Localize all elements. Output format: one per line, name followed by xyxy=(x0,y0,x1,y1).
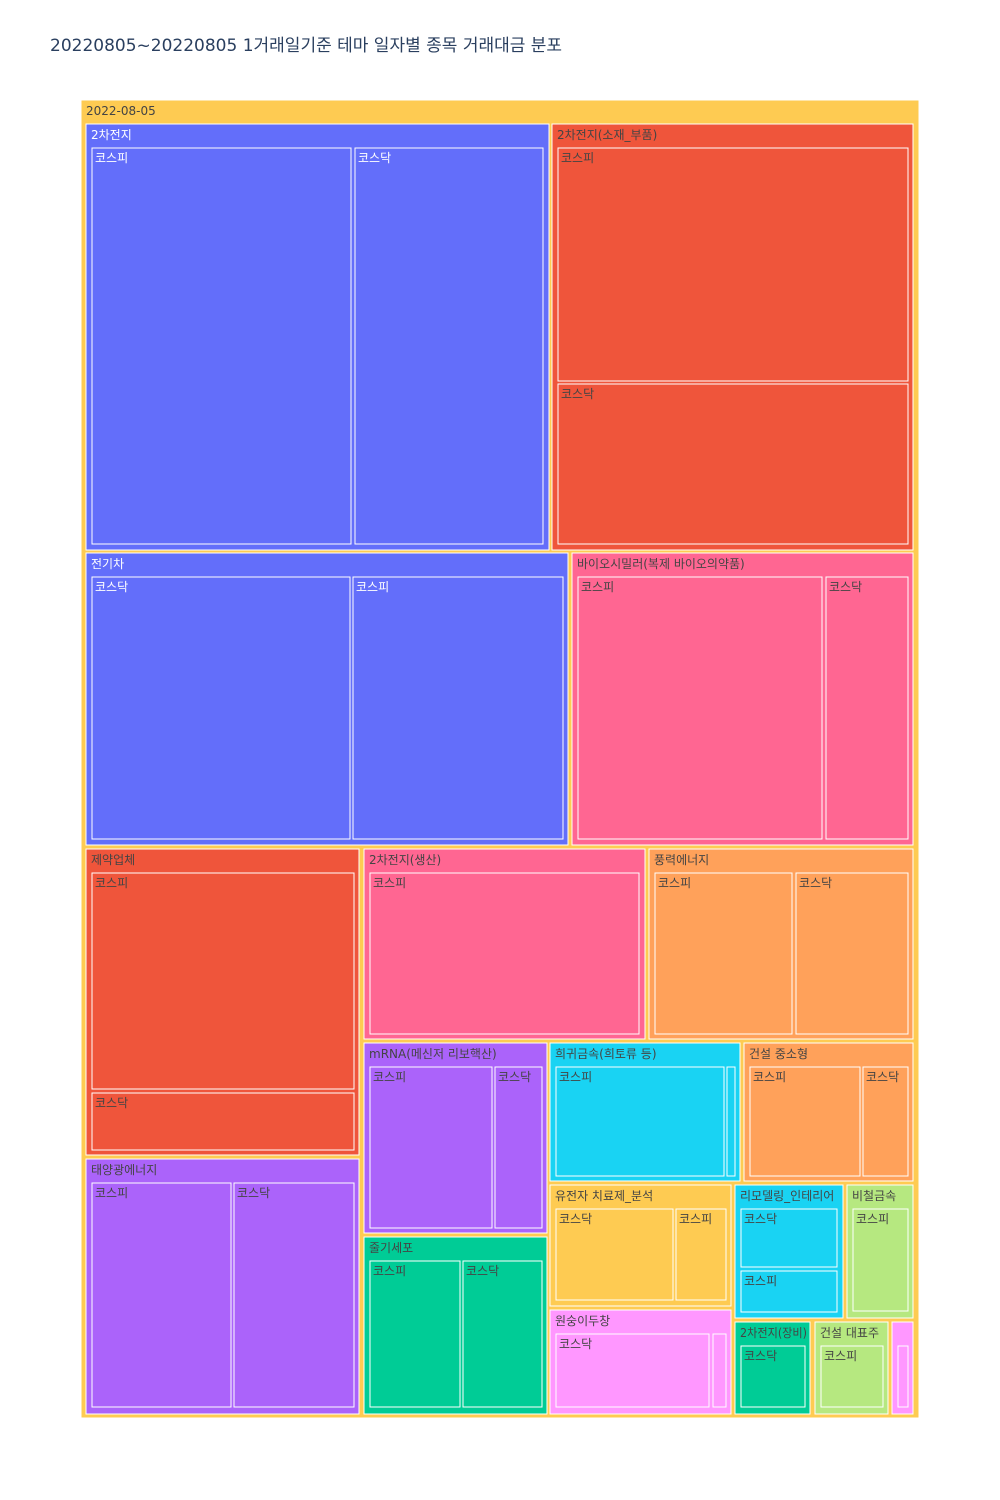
treemap-root-label: 2022-08-05 xyxy=(86,104,156,118)
treemap-leaf-label: 코스닥 xyxy=(799,876,832,890)
treemap-group-label: 건설 대표주 xyxy=(820,1326,879,1340)
treemap-group-label: 전기차 xyxy=(91,557,124,571)
treemap-leaf[interactable] xyxy=(825,576,909,840)
treemap-leaf-label: 코스닥 xyxy=(559,1212,592,1226)
treemap-group-label: 2차전지(소재_부품) xyxy=(557,128,657,142)
treemap-group-label: 2차전지 xyxy=(91,128,132,142)
treemap-leaf-label: 코스닥 xyxy=(866,1070,899,1084)
treemap-leaf-label: 코스피 xyxy=(581,580,614,594)
treemap-leaf-label: 코스피 xyxy=(856,1212,889,1226)
treemap-leaf[interactable] xyxy=(555,1208,674,1301)
treemap-leaf-label: 코스피 xyxy=(373,1264,406,1278)
treemap-leaf[interactable] xyxy=(494,1066,543,1229)
treemap-leaf[interactable] xyxy=(577,576,823,840)
chart-title: 20220805~20220805 1거래일기준 테마 일자별 종목 거래대금 … xyxy=(50,36,563,56)
treemap-leaf-label: 코스닥 xyxy=(237,1186,270,1200)
treemap-group-label: mRNA(메신저 리보핵산) xyxy=(369,1047,497,1061)
treemap-leaf-label: 코스닥 xyxy=(95,580,128,594)
treemap-leaf[interactable] xyxy=(91,1182,232,1408)
treemap-leaf[interactable] xyxy=(557,147,909,382)
treemap-leaf-label: 코스닥 xyxy=(498,1070,531,1084)
treemap-group-label: 비철금속 xyxy=(852,1189,896,1203)
treemap-leaf-label: 코스피 xyxy=(373,1070,406,1084)
treemap-group-label: 풍력에너지 xyxy=(654,853,709,867)
treemap-group-label: 바이오시밀러(복제 바이오의약품) xyxy=(577,556,745,571)
treemap-leaf[interactable] xyxy=(91,872,355,1090)
treemap-group-label: 줄기세포 xyxy=(369,1241,413,1255)
treemap-group-label: 리모델링_인테리어 xyxy=(740,1189,834,1203)
treemap-leaf[interactable] xyxy=(852,1208,909,1312)
treemap-group-label: 태양광에너지 xyxy=(91,1163,157,1177)
treemap-leaf[interactable] xyxy=(897,1345,909,1408)
treemap-leaf[interactable] xyxy=(91,147,352,545)
treemap-leaf-label: 코스닥 xyxy=(744,1212,777,1226)
treemap-leaf[interactable] xyxy=(354,147,544,545)
treemap-leaf[interactable] xyxy=(740,1270,838,1313)
treemap-leaf-label: 코스피 xyxy=(373,876,406,890)
treemap-group-label: 2차전지(생산) xyxy=(369,853,441,867)
treemap-leaf-label: 코스닥 xyxy=(559,1337,592,1351)
treemap-leaf-label: 코스피 xyxy=(753,1070,786,1084)
treemap-leaf[interactable] xyxy=(91,1092,355,1151)
treemap-leaf-label: 코스피 xyxy=(744,1274,777,1288)
treemap-leaf-label: 코스닥 xyxy=(466,1264,499,1278)
treemap-leaf[interactable] xyxy=(654,872,793,1035)
treemap-leaf-label: 코스피 xyxy=(679,1212,712,1226)
treemap-leaf-label: 코스닥 xyxy=(829,580,862,594)
treemap-leaf-label: 코스피 xyxy=(95,1186,128,1200)
treemap-leaf-label: 코스피 xyxy=(95,876,128,890)
treemap-group-label: 희귀금속(희토류 등) xyxy=(555,1047,657,1061)
treemap-leaf-label: 코스피 xyxy=(559,1070,592,1084)
treemap-group-label: 유전자 치료제_분석 xyxy=(555,1189,653,1203)
treemap-group-label: 건설 중소형 xyxy=(749,1047,808,1061)
treemap-leaf[interactable] xyxy=(740,1345,806,1408)
treemap-leaf[interactable] xyxy=(352,576,564,840)
treemap-leaf-label: 코스피 xyxy=(356,580,389,594)
treemap-leaf[interactable] xyxy=(795,872,909,1035)
treemap-leaf-label: 코스닥 xyxy=(561,387,594,401)
treemap-leaf[interactable] xyxy=(740,1208,838,1268)
treemap-leaf[interactable] xyxy=(675,1208,727,1301)
treemap-leaf-label: 코스닥 xyxy=(95,1096,128,1110)
treemap-leaf-label: 코스닥 xyxy=(744,1349,777,1363)
treemap-leaf[interactable] xyxy=(462,1260,543,1408)
treemap-leaf[interactable] xyxy=(749,1066,861,1177)
treemap-leaf[interactable] xyxy=(369,1066,493,1229)
treemap-leaf[interactable] xyxy=(820,1345,884,1408)
treemap-leaf-label: 코스피 xyxy=(824,1349,857,1363)
treemap-leaf-label: 코스피 xyxy=(561,151,594,165)
treemap-leaf[interactable] xyxy=(726,1066,736,1177)
treemap-leaf[interactable] xyxy=(555,1333,710,1408)
treemap-group-label: 제약업체 xyxy=(91,852,135,867)
treemap-leaf[interactable] xyxy=(712,1333,727,1408)
treemap-group-label: 2차전지(장비) xyxy=(740,1326,807,1340)
treemap-leaf-label: 코스피 xyxy=(95,151,128,165)
treemap-leaf[interactable] xyxy=(369,1260,461,1408)
treemap-leaf[interactable] xyxy=(555,1066,725,1177)
treemap-leaf[interactable] xyxy=(557,383,909,545)
treemap-leaf[interactable] xyxy=(369,872,640,1035)
treemap-leaf-label: 코스닥 xyxy=(358,151,391,165)
treemap-leaf-label: 코스피 xyxy=(658,876,691,890)
treemap-group-label: 원숭이두창 xyxy=(555,1314,610,1328)
treemap-leaf[interactable] xyxy=(233,1182,355,1408)
treemap-leaf[interactable] xyxy=(862,1066,909,1177)
treemap-leaf[interactable] xyxy=(91,576,351,840)
